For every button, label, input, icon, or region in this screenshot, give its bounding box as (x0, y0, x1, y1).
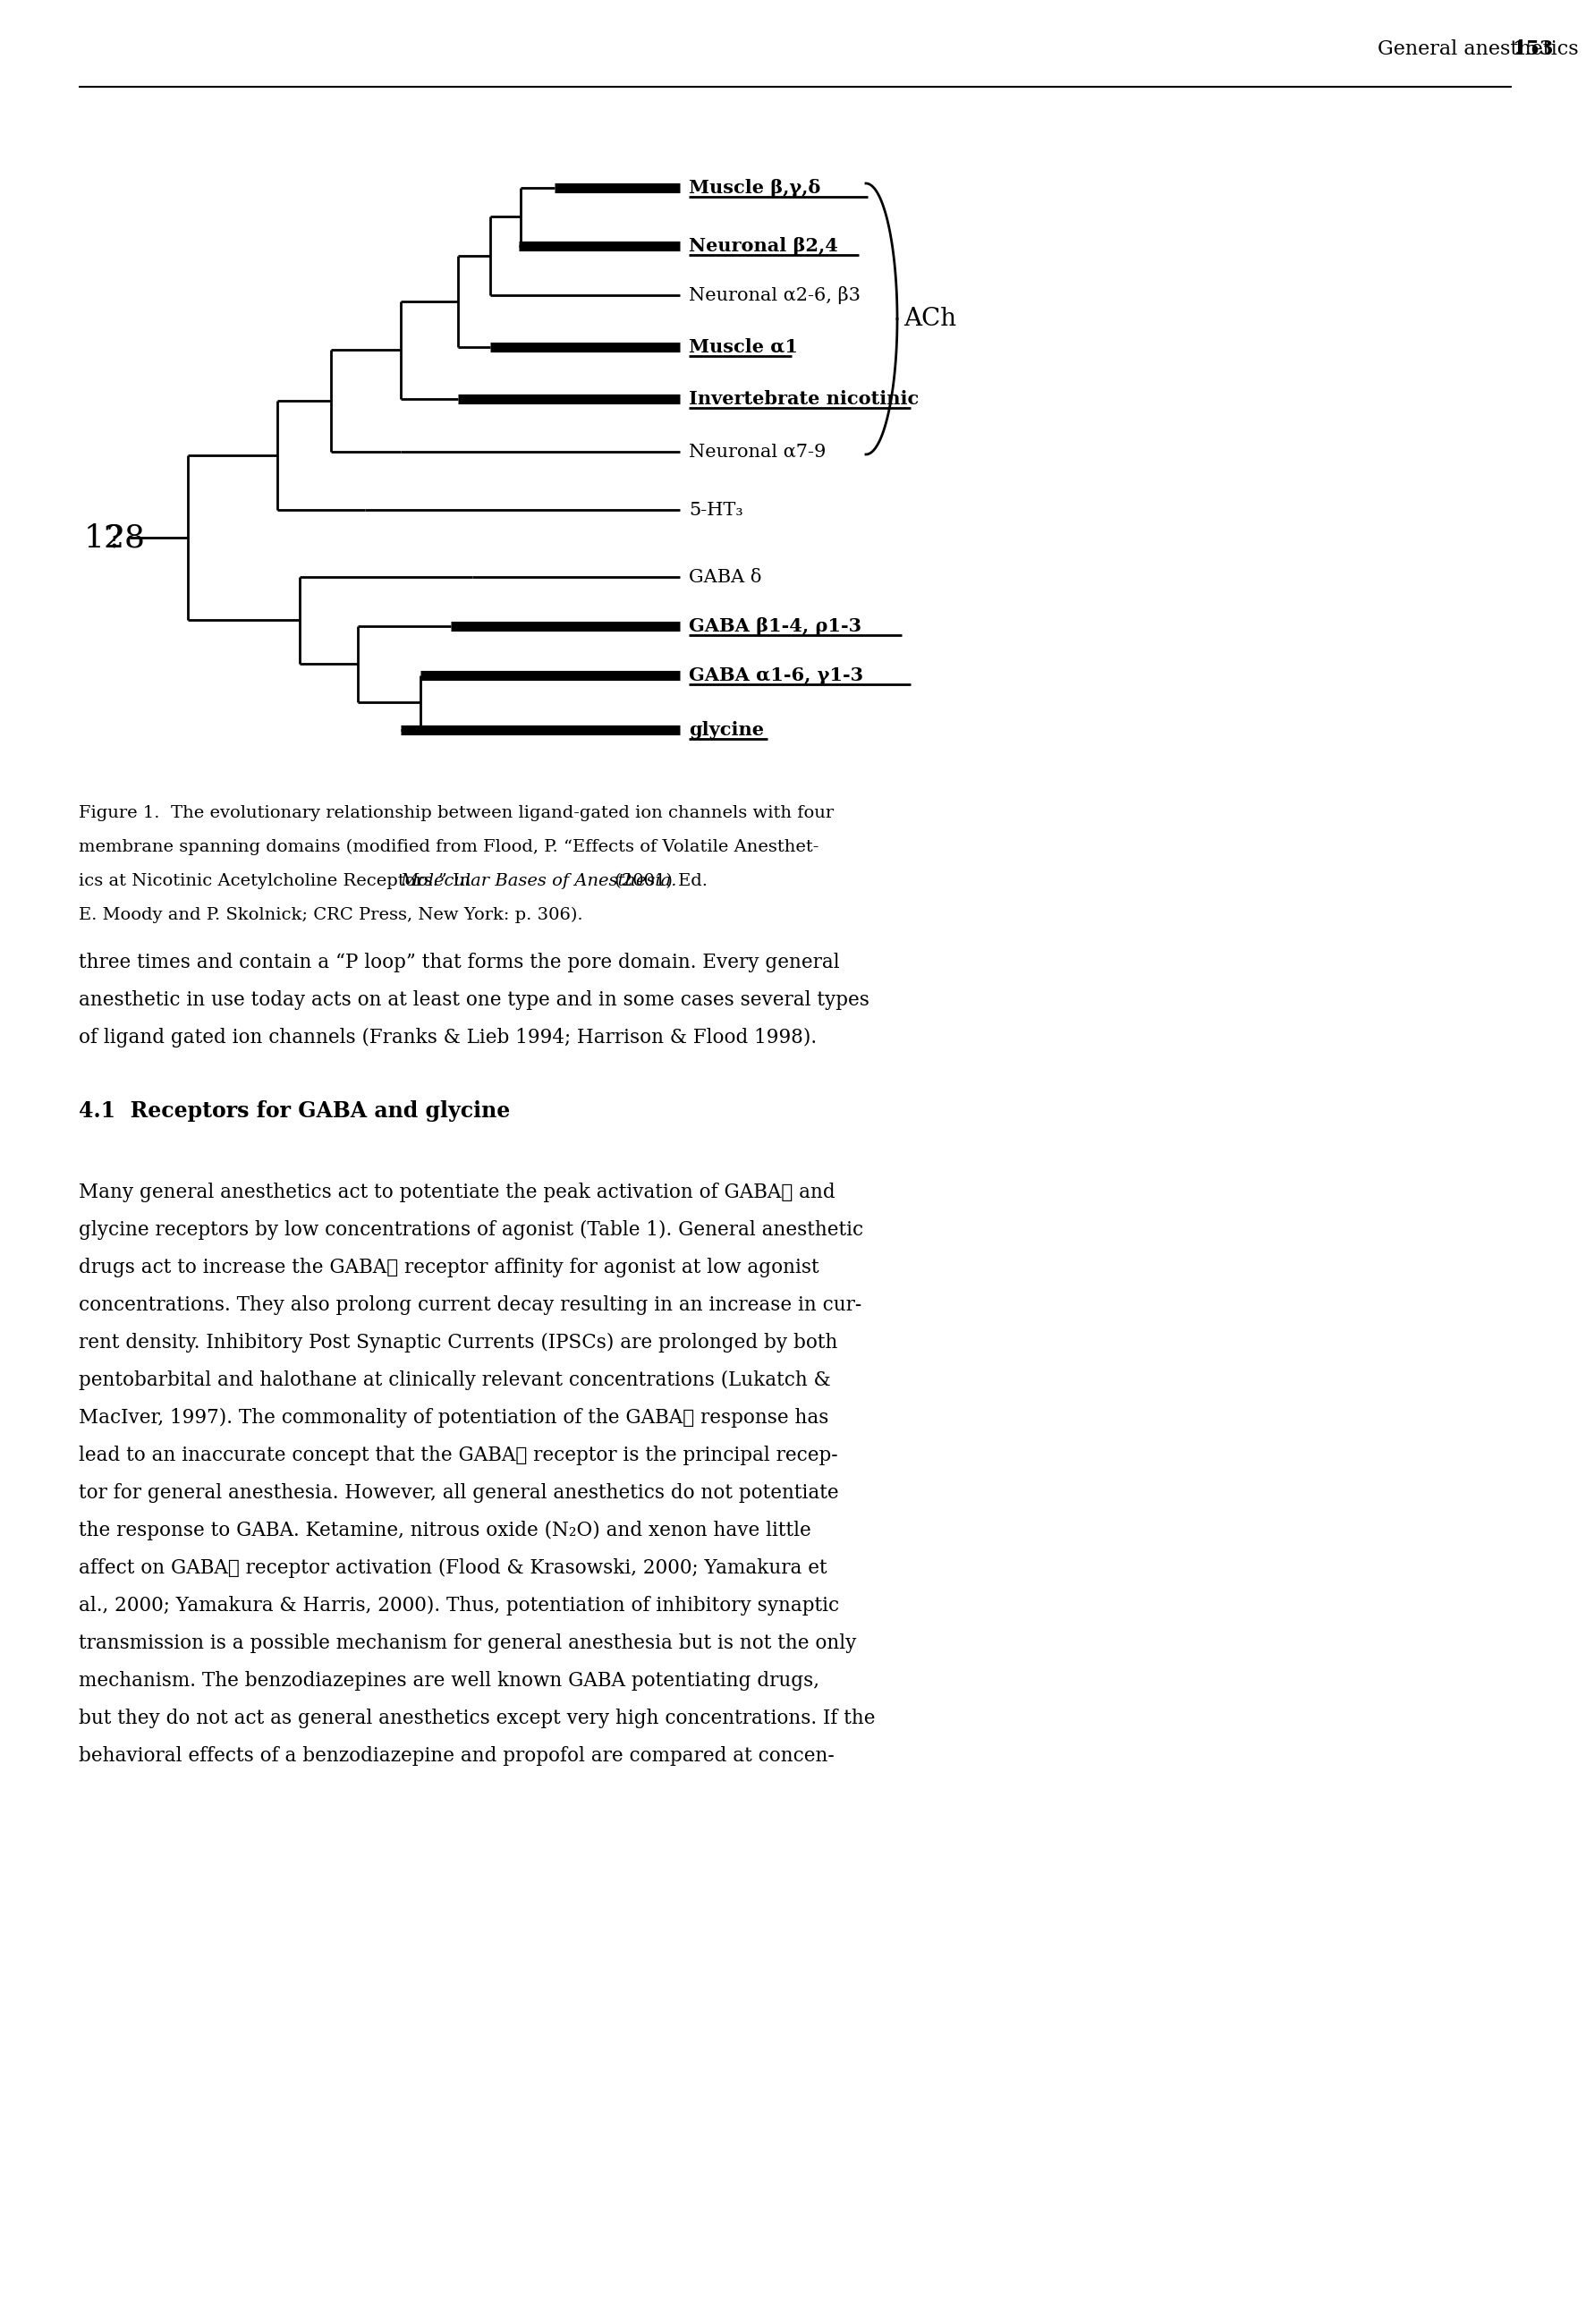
Text: tor for general anesthesia. However, all general anesthetics do not potentiate: tor for general anesthesia. However, all… (79, 1483, 839, 1504)
Text: (2001) Ed.: (2001) Ed. (609, 874, 707, 890)
Text: Molecular Bases of Anesthesia.: Molecular Bases of Anesthesia. (400, 874, 677, 890)
Text: drugs act to increase the GABA⁁ receptor affinity for agonist at low agonist: drugs act to increase the GABA⁁ receptor… (79, 1257, 818, 1278)
Text: General anesthetics: General anesthetics (1378, 40, 1578, 58)
Text: but they do not act as general anesthetics except very high concentrations. If t: but they do not act as general anestheti… (79, 1708, 875, 1729)
Text: 153: 153 (1511, 40, 1553, 58)
Text: membrane spanning domains (modified from Flood, P. “Effects of Volatile Anesthet: membrane spanning domains (modified from… (79, 839, 818, 855)
Text: E. Moody and P. Skolnick; CRC Press, New York: p. 306).: E. Moody and P. Skolnick; CRC Press, New… (79, 906, 584, 923)
Text: rent density. Inhibitory Post Synaptic Currents (IPSCs) are prolonged by both: rent density. Inhibitory Post Synaptic C… (79, 1334, 837, 1353)
Text: GABA δ: GABA δ (688, 569, 761, 586)
Text: Many general anesthetics act to potentiate the peak activation of GABA⁁ and: Many general anesthetics act to potentia… (79, 1183, 836, 1202)
Text: behavioral effects of a benzodiazepine and propofol are compared at concen-: behavioral effects of a benzodiazepine a… (79, 1745, 834, 1766)
Text: GABA β1-4, ρ1-3: GABA β1-4, ρ1-3 (688, 618, 861, 634)
Text: glycine receptors by low concentrations of agonist (Table 1). General anesthetic: glycine receptors by low concentrations … (79, 1220, 863, 1241)
Text: ics at Nicotinic Acetylcholine Receptors.” In: ics at Nicotinic Acetylcholine Receptors… (79, 874, 476, 890)
Text: Invertebrate nicotinic: Invertebrate nicotinic (688, 390, 918, 409)
Text: the response to GABA. Ketamine, nitrous oxide (N₂O) and xenon have little: the response to GABA. Ketamine, nitrous … (79, 1520, 810, 1541)
Text: Neuronal β2,4: Neuronal β2,4 (688, 237, 837, 256)
Text: Neuronal α7-9: Neuronal α7-9 (688, 444, 826, 460)
Text: 128: 128 (84, 523, 146, 553)
Text: ACh: ACh (904, 307, 956, 330)
Text: transmission is a possible mechanism for general anesthesia but is not the only: transmission is a possible mechanism for… (79, 1634, 856, 1652)
Text: MacIver, 1997). The commonality of potentiation of the GABA⁁ response has: MacIver, 1997). The commonality of poten… (79, 1408, 828, 1427)
Text: mechanism. The benzodiazepines are well known GABA potentiating drugs,: mechanism. The benzodiazepines are well … (79, 1671, 820, 1690)
Text: affect on GABA⁁ receptor activation (Flood & Krasowski, 2000; Yamakura et: affect on GABA⁁ receptor activation (Flo… (79, 1559, 828, 1578)
Text: concentrations. They also prolong current decay resulting in an increase in cur-: concentrations. They also prolong curren… (79, 1294, 861, 1315)
Text: Muscle β,γ,δ: Muscle β,γ,δ (688, 179, 820, 198)
Text: pentobarbital and halothane at clinically relevant concentrations (Lukatch &: pentobarbital and halothane at clinicall… (79, 1371, 831, 1390)
Text: Muscle α1: Muscle α1 (688, 337, 798, 356)
Text: glycine: glycine (688, 720, 764, 739)
Text: lead to an inaccurate concept that the GABA⁁ receptor is the principal recep-: lead to an inaccurate concept that the G… (79, 1446, 837, 1464)
Text: Figure 1.  The evolutionary relationship between ligand-gated ion channels with : Figure 1. The evolutionary relationship … (79, 804, 834, 820)
Text: al., 2000; Yamakura & Harris, 2000). Thus, potentiation of inhibitory synaptic: al., 2000; Yamakura & Harris, 2000). Thu… (79, 1597, 839, 1615)
Text: GABA α1-6, γ1-3: GABA α1-6, γ1-3 (688, 667, 863, 683)
Text: ?: ? (106, 523, 124, 553)
Text: three times and contain a “P loop” that forms the pore domain. Every general: three times and contain a “P loop” that … (79, 953, 839, 971)
Text: of ligand gated ion channels (Franks & Lieb 1994; Harrison & Flood 1998).: of ligand gated ion channels (Franks & L… (79, 1027, 817, 1048)
Text: 4.1  Receptors for GABA and glycine: 4.1 Receptors for GABA and glycine (79, 1099, 511, 1122)
Text: anesthetic in use today acts on at least one type and in some cases several type: anesthetic in use today acts on at least… (79, 990, 869, 1011)
Text: 5-HT₃: 5-HT₃ (688, 502, 742, 518)
Text: Neuronal α2-6, β3: Neuronal α2-6, β3 (688, 286, 861, 304)
